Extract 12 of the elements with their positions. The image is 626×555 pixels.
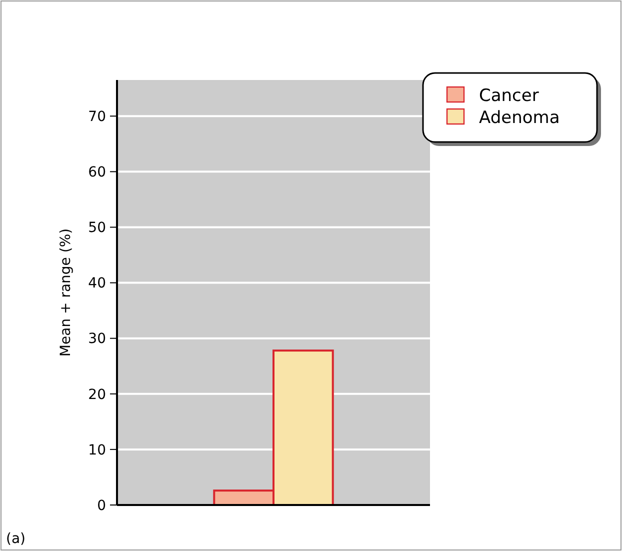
y-tick-label: 40 [88, 276, 106, 292]
y-tick-label: 30 [88, 331, 106, 348]
y-axis-title: Mean + range (%) [58, 228, 74, 357]
y-tick-label: 70 [88, 109, 106, 126]
text: (a) [6, 531, 26, 547]
y-tick-label: 20 [88, 386, 106, 403]
legend-label: Adenoma [479, 108, 560, 128]
legend-label: Cancer [479, 86, 539, 106]
y-tick-label: 10 [88, 442, 106, 458]
y-tick-label: 60 [88, 164, 106, 181]
y-tick-label: 50 [88, 220, 106, 236]
y-tick-label: 0 [97, 498, 106, 514]
